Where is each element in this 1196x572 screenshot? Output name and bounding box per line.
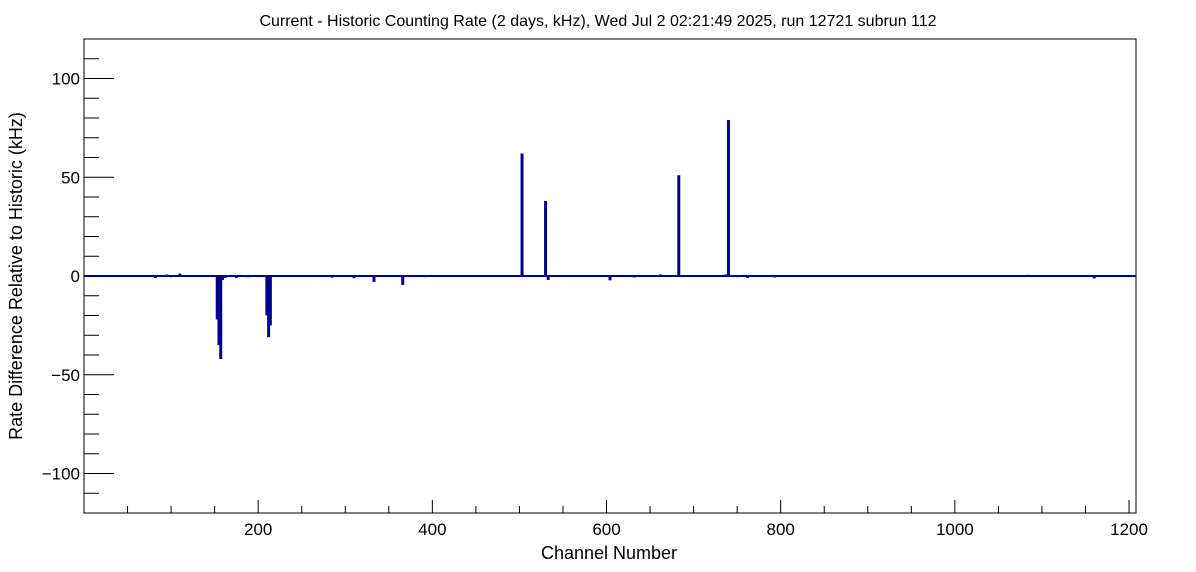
x-tick-label: 600 [592,520,620,539]
y-axis-title: Rate Difference Relative to Historic (kH… [6,112,26,440]
x-axis-title: Channel Number [541,543,677,563]
x-tick-label: 800 [767,520,795,539]
x-tick-label: 1000 [936,520,974,539]
x-tick-label: 400 [418,520,446,539]
y-tick-label: 50 [61,168,80,187]
axis-ticks [84,58,1130,513]
data-series [84,119,1136,359]
x-tick-label: 1200 [1110,520,1148,539]
x-tick-label: 200 [244,520,272,539]
y-tick-label: 0 [71,267,80,286]
y-tick-label: −50 [51,366,80,385]
chart-title: Current - Historic Counting Rate (2 days… [259,13,936,30]
y-tick-label: 100 [52,70,80,89]
y-tick-label: −100 [42,465,80,484]
axis-tick-labels: 200 400 600 800 1000 1200 −100 −50 0 50 100 [42,70,1148,540]
